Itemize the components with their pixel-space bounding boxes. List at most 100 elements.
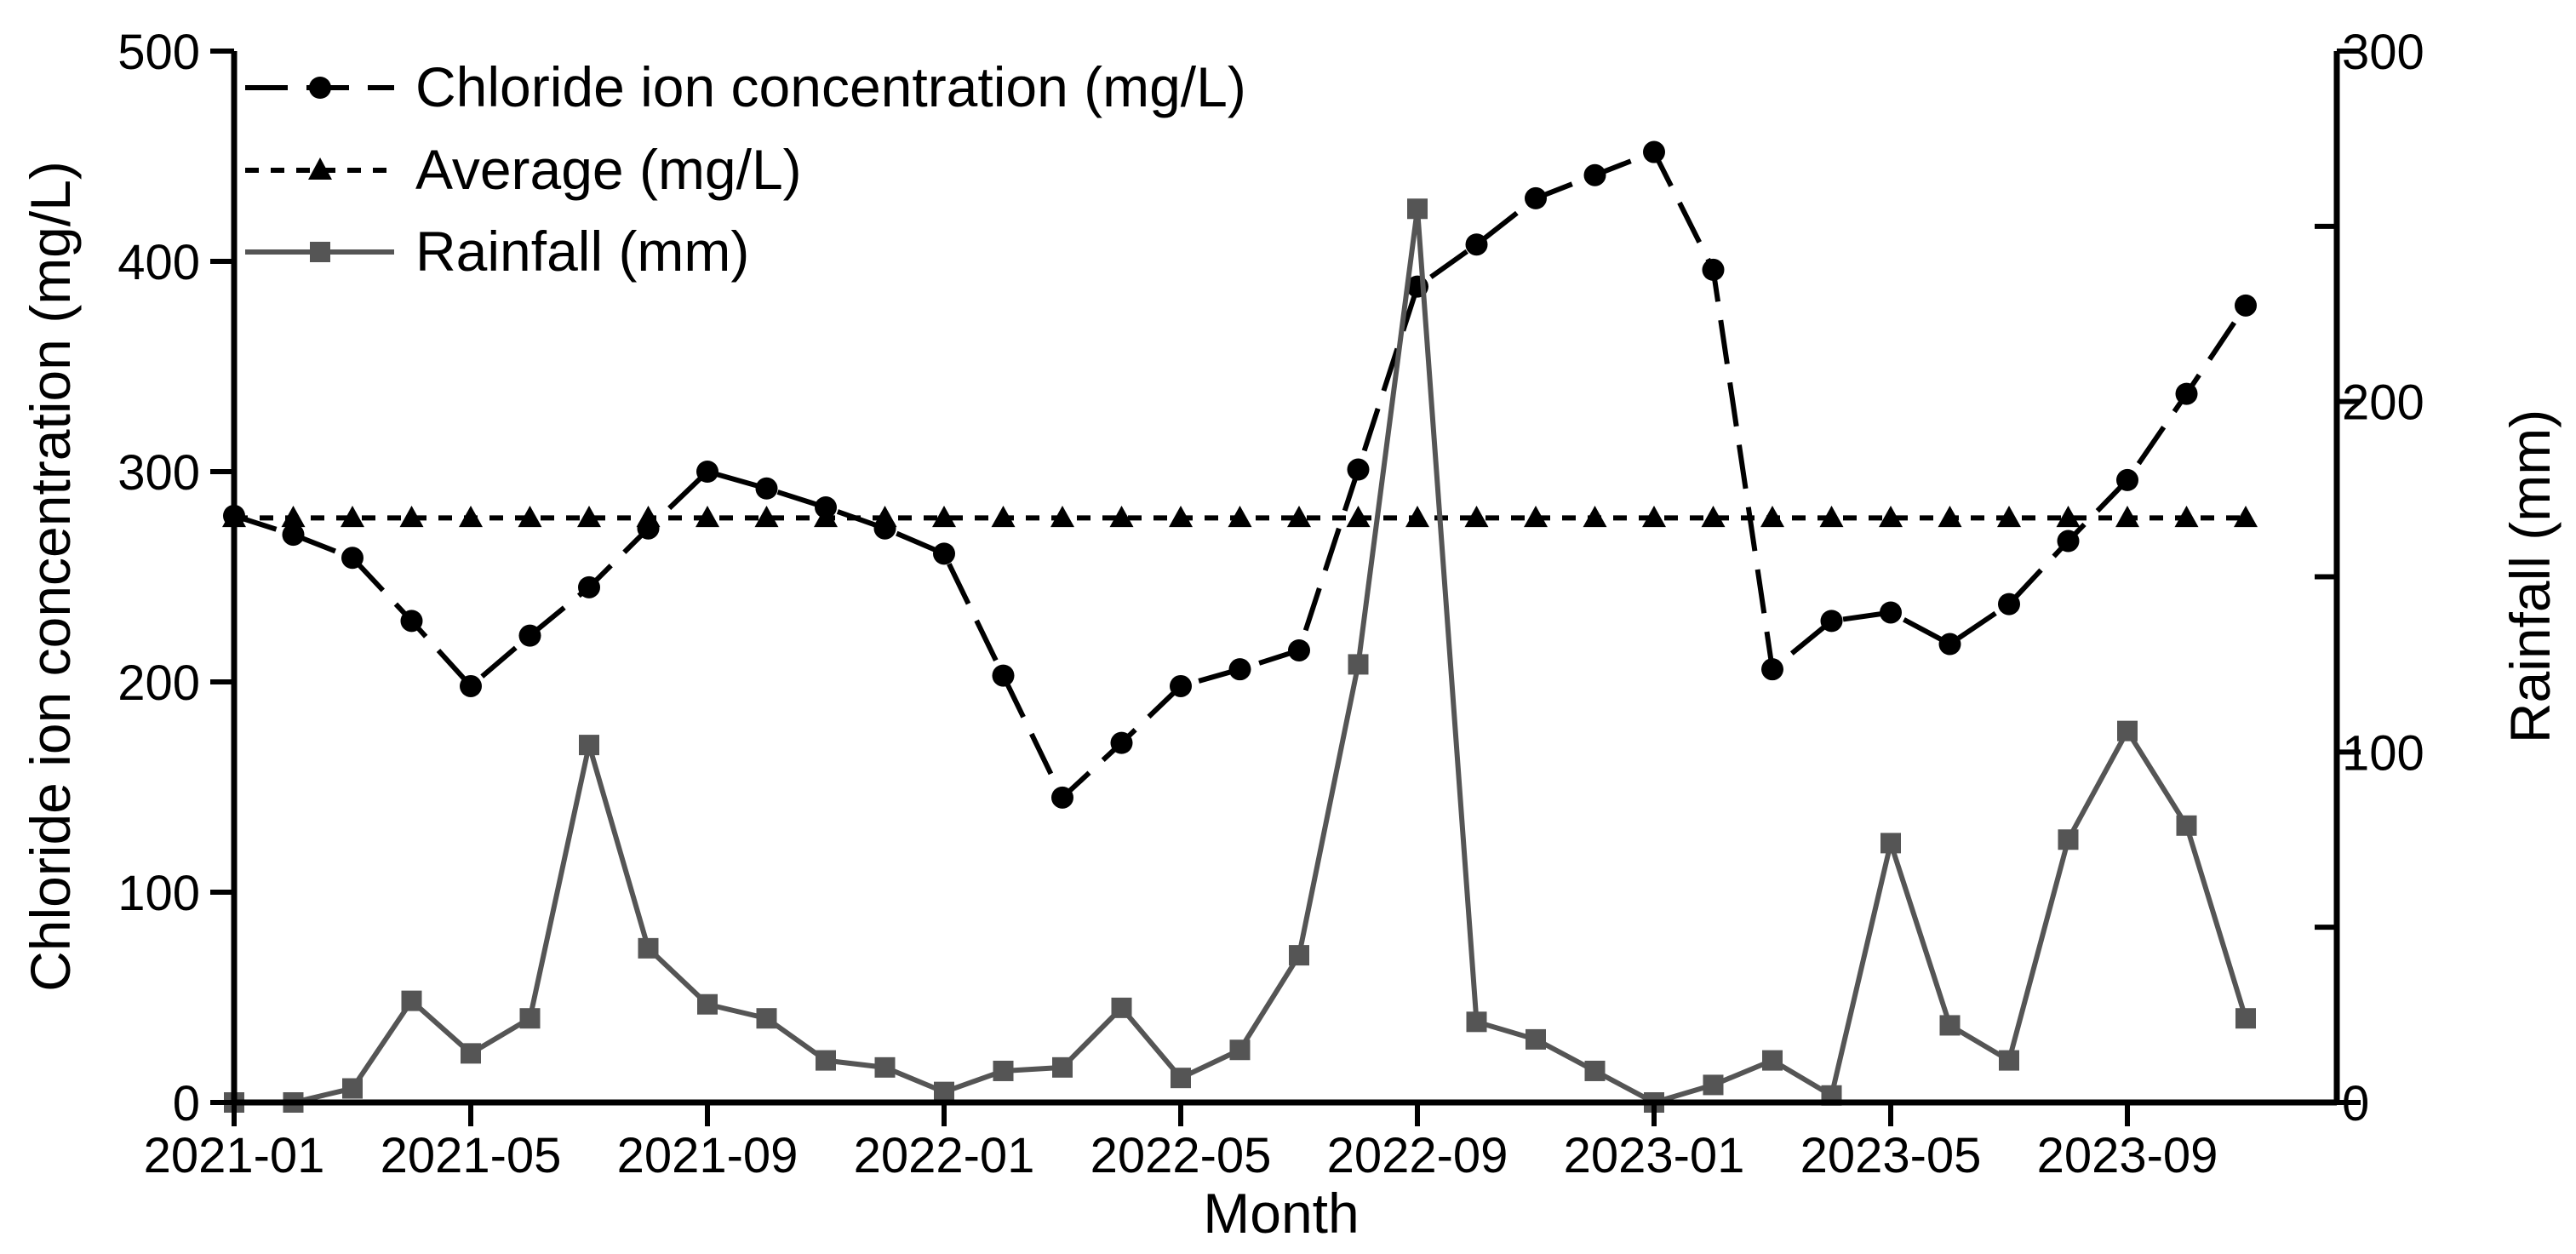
chloride-point — [1998, 593, 2020, 616]
y2-tick-label: 200 — [2342, 375, 2424, 431]
y-tick-label: 0 — [173, 1076, 200, 1131]
x-tick-label: 2021-09 — [617, 1128, 799, 1183]
rainfall-point — [342, 1078, 363, 1099]
rainfall-point — [2058, 829, 2079, 850]
x-tick-label: 2023-05 — [1800, 1128, 1982, 1183]
x-tick-label: 2021-01 — [144, 1128, 325, 1183]
average-point — [636, 505, 661, 528]
chloride-point — [696, 461, 718, 483]
average-point — [1642, 505, 1666, 528]
chloride-point — [1170, 674, 1192, 697]
rainfall-point — [461, 1043, 481, 1064]
average-point — [1819, 505, 1844, 528]
average-point — [1050, 505, 1074, 528]
rainfall-point — [2117, 720, 2138, 742]
x-tick-label: 2022-01 — [854, 1128, 1035, 1183]
chloride-point — [992, 664, 1015, 687]
average-point — [1760, 505, 1784, 528]
y-tick-label: 200 — [117, 656, 200, 711]
average-point — [1287, 505, 1311, 528]
legend-label-1: Average (mg/L) — [415, 138, 802, 201]
rainfall-point — [2235, 1008, 2256, 1029]
chloride-point — [1761, 658, 1783, 681]
chloride-point — [1525, 186, 1547, 209]
average-point — [1879, 505, 1903, 528]
y2-tick-label: 300 — [2342, 25, 2424, 80]
chloride-point — [2235, 294, 2257, 317]
chloride-point — [2175, 382, 2198, 405]
rainfall-point — [638, 937, 659, 959]
chloride-point — [1051, 786, 1073, 809]
rainfall-point — [1052, 1056, 1073, 1078]
chloride-point — [1880, 601, 1902, 624]
legend-label-0: Chloride ion concentration (mg/L) — [415, 55, 1246, 118]
average-point — [2115, 505, 2139, 528]
rainfall-point — [816, 1050, 836, 1071]
chloride-point — [400, 610, 423, 633]
rainfall-point — [1348, 654, 1369, 675]
chloride-point — [1288, 638, 1310, 661]
average-point — [1228, 505, 1252, 528]
chloride-point — [1938, 633, 1961, 656]
rainfall-point — [1703, 1074, 1724, 1096]
chloride-point — [1228, 658, 1251, 681]
chloride-point — [2116, 468, 2138, 491]
average-point — [1346, 505, 1371, 528]
average-point — [754, 505, 779, 528]
rainfall-point — [1229, 1039, 1251, 1061]
chloride-point — [1643, 140, 1665, 163]
rainfall-point — [519, 1008, 541, 1029]
average-point — [1524, 505, 1548, 528]
chloride-point — [1465, 233, 1488, 256]
average-point — [577, 505, 601, 528]
x-tick-label: 2021-05 — [381, 1128, 562, 1183]
average-point — [399, 505, 424, 528]
rainfall-point — [1939, 1015, 1961, 1036]
average-point — [1405, 505, 1429, 528]
average-point — [873, 505, 897, 528]
average-point — [281, 505, 306, 528]
legend-marker-triangle — [308, 157, 332, 180]
rainfall-point — [401, 990, 422, 1011]
y2-tick-label: 0 — [2342, 1076, 2369, 1131]
chloride-point — [1347, 458, 1370, 481]
rainfall-point — [1111, 997, 1132, 1018]
y-tick-label: 500 — [117, 25, 200, 80]
x-tick-label: 2023-09 — [2037, 1128, 2218, 1183]
x-tick-label: 2023-01 — [1564, 1128, 1745, 1183]
x-tick-label: 2022-09 — [1327, 1128, 1508, 1183]
rainfall-point — [697, 993, 718, 1015]
chloride-point — [2057, 530, 2080, 553]
chloride-point — [282, 524, 305, 547]
y-tick-label: 100 — [117, 866, 200, 921]
y-tick-label: 400 — [117, 235, 200, 290]
y-tick-label: 300 — [117, 445, 200, 501]
legend-marker-square — [310, 242, 330, 262]
rainfall-point — [874, 1056, 896, 1078]
x-tick-label: 2022-05 — [1091, 1128, 1272, 1183]
average-point — [341, 505, 364, 528]
average-point — [1109, 505, 1134, 528]
average-point — [2174, 505, 2199, 528]
average-point — [932, 505, 956, 528]
rainfall-point — [756, 1008, 777, 1029]
series-line-2 — [234, 206, 2248, 1105]
rainfall-point — [1762, 1050, 1783, 1071]
average-point — [1997, 505, 2021, 528]
chloride-point — [578, 575, 600, 598]
rainfall-point — [579, 735, 599, 756]
average-point — [814, 505, 838, 528]
chloride-point — [341, 547, 364, 570]
chloride-point — [755, 477, 778, 500]
rainfall-point — [1466, 1011, 1487, 1033]
y-axis-title: Chloride ion concentration (mg/L) — [19, 161, 82, 992]
legend-label-2: Rainfall (mm) — [415, 220, 749, 283]
average-point — [459, 505, 483, 528]
legend-marker-circle — [309, 77, 331, 99]
y2-tick-label: 100 — [2342, 725, 2424, 781]
average-point — [1583, 505, 1607, 528]
y2-axis-title: Rainfall (mm) — [2499, 409, 2562, 743]
chloride-point — [1110, 731, 1133, 754]
rainfall-point — [2176, 815, 2197, 836]
chloride-point — [1820, 610, 1843, 633]
